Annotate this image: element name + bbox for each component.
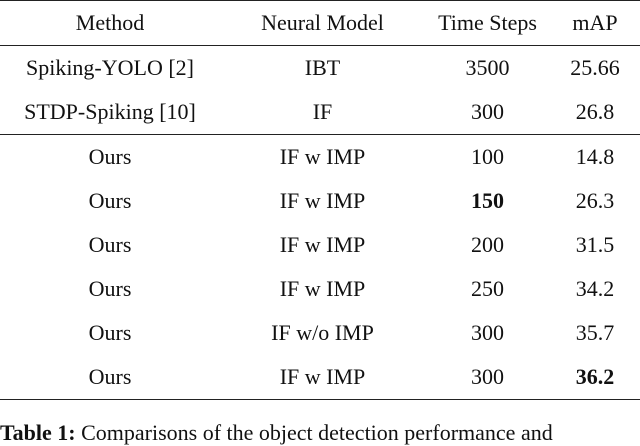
table-cell: IF [312, 99, 333, 124]
table-cell: 250 [471, 276, 504, 301]
table-cell: Ours [88, 276, 132, 301]
caption-text: Comparisons of the object detection perf… [75, 420, 553, 445]
column-header: mAP [572, 10, 618, 35]
column-header: Neural Model [261, 10, 384, 35]
table-cell: Spiking-YOLO [2] [25, 55, 195, 80]
column-header: Time Steps [438, 10, 537, 35]
table-cell: 36.2 [550, 355, 640, 400]
table-row: Ours IF w IMP 300 36.2 [0, 355, 640, 400]
table-cell: 200 [471, 232, 504, 257]
table-cell: 300 [471, 99, 504, 124]
table-cell: IF w/o IMP [271, 320, 374, 345]
table-cell: 26.3 [575, 188, 615, 213]
table-cell: IF w IMP [279, 276, 366, 301]
table-cell: 35.7 [575, 320, 615, 345]
table-cell: 300 [471, 320, 504, 345]
table-cell: 31.5 [575, 232, 615, 257]
table-cell: Ours [88, 144, 132, 169]
table-cell: IF w IMP [279, 188, 366, 213]
table-row: Ours IF w IMP 250 34.2 [0, 267, 640, 311]
results-table: Method Neural Model Time Steps mAP Spiking-… [0, 0, 640, 400]
table-row: Ours IF w IMP 100 14.8 [0, 135, 640, 180]
table-cell: Ours [88, 364, 132, 389]
table-cell: IF w IMP [279, 144, 366, 169]
table-row: Spiking-YOLO [2] IBT 3500 25.66 [0, 46, 640, 91]
cell-text-bold: 36.2 [575, 364, 615, 389]
table-cell: 14.8 [575, 144, 615, 169]
table-cell: Ours [88, 188, 132, 213]
cell-text-bold: 150 [471, 188, 504, 213]
table-row: Ours IF w IMP 200 31.5 [0, 223, 640, 267]
caption: Table 1: Comparisons of the object detec… [0, 420, 640, 446]
table-row: Ours IF w IMP 150 26.3 [0, 179, 640, 223]
table-cell: 34.2 [575, 276, 615, 301]
header-row: Method Neural Model Time Steps mAP [0, 0, 640, 46]
table-cell: 300 [471, 364, 504, 389]
table-cell: STDP-Spiking [10] [24, 99, 196, 124]
table-cell: Ours [88, 232, 132, 257]
table-cell: 25.66 [570, 55, 620, 80]
table-cell: Ours [88, 320, 132, 345]
table-cell: 100 [471, 144, 504, 169]
table-cell: 26.8 [575, 99, 615, 124]
table-row: Ours IF w/o IMP 300 35.7 [0, 311, 640, 355]
table-cell: IBT [304, 55, 341, 80]
table-row: STDP-Spiking [10] IF 300 26.8 [0, 90, 640, 135]
table-cell: IF w IMP [279, 364, 366, 389]
table-cell: 3500 [465, 55, 510, 80]
column-header: Method [75, 10, 145, 35]
table-cell: 150 [425, 179, 550, 223]
caption-label: Table 1: [0, 420, 76, 445]
table-cell: IF w IMP [279, 232, 366, 257]
table-body: Spiking-YOLO [2] IBT 3500 25.66 STDP-Spiking… [0, 46, 640, 400]
